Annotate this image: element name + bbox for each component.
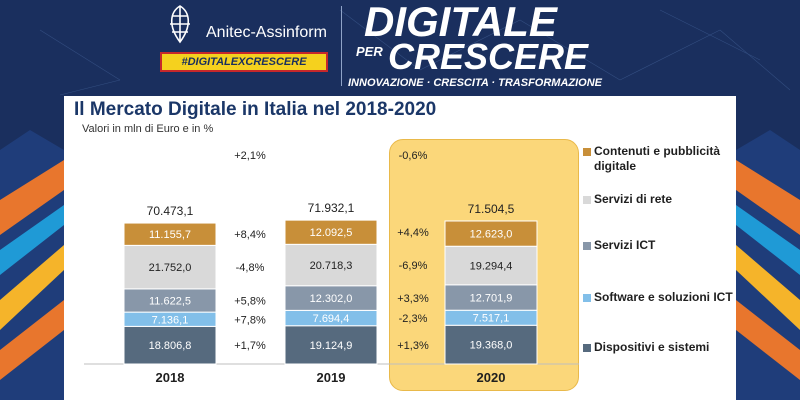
bar-value-label: 11.155,7 bbox=[149, 229, 191, 241]
hashtag-badge: #DIGITALEXCRESCERE bbox=[160, 52, 328, 72]
brand-per: PER bbox=[356, 44, 383, 59]
x-tick-label: 2019 bbox=[317, 370, 346, 385]
anitec-emblem-icon bbox=[170, 5, 190, 44]
total-growth-label: +2,1% bbox=[234, 150, 266, 162]
bar-value-label: 7.517,1 bbox=[473, 313, 510, 325]
legend-swatch bbox=[583, 344, 591, 352]
org-logo: Anitec-Assinform #DIGITALEXCRESCERE bbox=[160, 2, 340, 78]
chart-subtitle: Valori in mln di Euro e in % bbox=[82, 123, 214, 135]
growth-label: -4,8% bbox=[236, 262, 265, 274]
bar-value-label: 12.623,0 bbox=[470, 229, 513, 241]
bar-segment bbox=[123, 244, 217, 290]
bar-value-label: 20.718,3 bbox=[310, 260, 353, 272]
x-tick-label: 2018 bbox=[156, 370, 185, 385]
bar-value-label: 7.136,1 bbox=[152, 314, 189, 326]
bar-segment bbox=[444, 245, 538, 286]
growth-label: +3,3% bbox=[397, 293, 429, 305]
growth-label: +4,4% bbox=[397, 227, 429, 239]
bar-value-label: 12.701,9 bbox=[470, 293, 513, 305]
growth-label: +7,8% bbox=[234, 314, 266, 326]
bar-value-label: 18.806,8 bbox=[149, 340, 192, 352]
legend-swatch bbox=[583, 196, 591, 204]
legend-swatch bbox=[583, 294, 591, 302]
x-tick-label: 2020 bbox=[477, 370, 506, 385]
bar-segment bbox=[123, 325, 217, 365]
bar-value-label: 11.622,5 bbox=[149, 295, 191, 307]
chart-panel: Il Mercato Digitale in Italia nel 2018-2… bbox=[64, 96, 736, 400]
legend-swatch bbox=[583, 242, 591, 250]
bar-value-label: 19.294,4 bbox=[470, 261, 513, 273]
brand-tagline: INNOVAZIONE · CRESCITA · TRASFORMAZIONE bbox=[348, 77, 603, 89]
stacked-bar-chart: 18.806,8 7.136,1 11.622,5 21.752,0 11.155,7 7… bbox=[84, 150, 579, 385]
bar-segment bbox=[123, 222, 217, 246]
legend-label: Dispositivi e sistemi bbox=[594, 340, 710, 354]
total-label: 70.473,1 bbox=[147, 204, 194, 218]
org-name: Anitec-Assinform bbox=[206, 24, 327, 41]
event-brand: DIGITALE PER CRESCERE bbox=[352, 0, 652, 92]
chart-title: Il Mercato Digitale in Italia nel 2018-2… bbox=[74, 99, 437, 120]
bar-segment bbox=[444, 220, 538, 247]
bar-segment bbox=[284, 285, 378, 311]
bar-segment bbox=[284, 243, 378, 287]
legend-label: Contenuti e pubblicità digitale bbox=[594, 144, 720, 173]
legend-label: Servizi di rete bbox=[594, 192, 673, 206]
total-growth-label: -0,6% bbox=[399, 150, 428, 162]
growth-label: -6,9% bbox=[399, 260, 428, 272]
header-divider bbox=[341, 6, 342, 86]
bar-segment bbox=[444, 324, 538, 365]
brand-line-1: DIGITALE bbox=[364, 0, 557, 45]
total-label: 71.932,1 bbox=[308, 201, 355, 215]
total-label: 71.504,5 bbox=[468, 202, 515, 216]
bar-value-label: 19.368,0 bbox=[470, 340, 513, 352]
legend-label: Software e soluzioni ICT bbox=[594, 290, 733, 304]
bar-value-label: 12.302,0 bbox=[310, 293, 353, 305]
legend-label: Servizi ICT bbox=[594, 238, 656, 252]
bar-value-label: 21.752,0 bbox=[149, 262, 192, 274]
bar-value-label: 12.092,5 bbox=[310, 227, 353, 239]
growth-label: -2,3% bbox=[399, 313, 428, 325]
bar-segment bbox=[284, 325, 378, 365]
growth-label: +1,7% bbox=[234, 340, 266, 352]
growth-label: +5,8% bbox=[234, 295, 266, 307]
brand-line-2: CRESCERE bbox=[388, 36, 589, 77]
growth-label: +8,4% bbox=[234, 229, 266, 241]
growth-label: +1,3% bbox=[397, 340, 429, 352]
bar-value-label: 7.694,4 bbox=[313, 313, 350, 325]
legend-swatch bbox=[583, 148, 591, 156]
bar-segment bbox=[284, 219, 378, 245]
bar-value-label: 19.124,9 bbox=[310, 340, 353, 352]
